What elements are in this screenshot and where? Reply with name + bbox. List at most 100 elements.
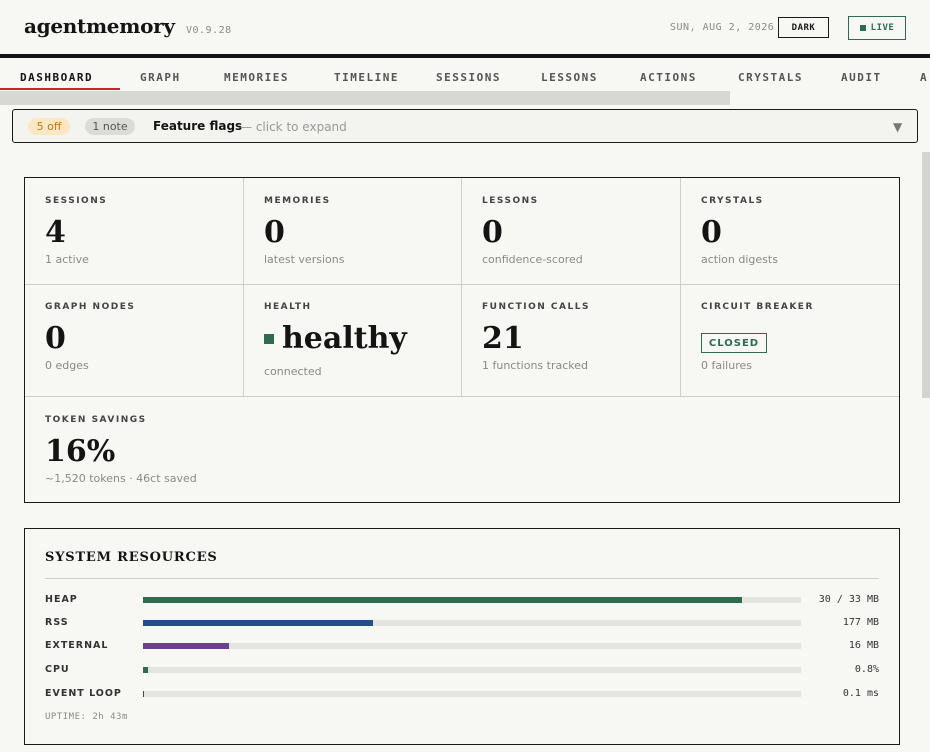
resource-row-heap: HEAP 30 / 33 MB xyxy=(45,594,879,608)
stat-label: MEMORIES xyxy=(264,196,331,206)
stat-value: 21 xyxy=(482,321,524,356)
tab-lessons[interactable]: LESSONS xyxy=(541,71,598,84)
feature-flags-hint: — click to expand xyxy=(240,120,347,134)
tab-sessions[interactable]: SESSIONS xyxy=(436,71,501,84)
circuit-breaker-badge: CLOSED xyxy=(701,333,767,353)
resource-bar-fill xyxy=(143,597,742,603)
dark-mode-button[interactable]: DARK xyxy=(778,17,829,38)
stat-function-calls: FUNCTION CALLS 21 1 functions tracked xyxy=(462,284,681,390)
tabs-scrollbar-track[interactable] xyxy=(0,91,120,105)
resource-bar-track xyxy=(143,643,801,649)
current-date: SUN, AUG 2, 2026 xyxy=(670,22,775,33)
app-version: V0.9.28 xyxy=(186,25,232,36)
stat-sub: connected xyxy=(264,365,322,378)
stat-label: SESSIONS xyxy=(45,196,108,206)
page-scrollbar[interactable] xyxy=(922,152,930,398)
tab-memories[interactable]: MEMORIES xyxy=(224,71,289,84)
resource-bar-fill xyxy=(143,667,148,673)
tab-crystals[interactable]: CRYSTALS xyxy=(738,71,803,84)
app-header: agentmemory V0.9.28 SUN, AUG 2, 2026 DAR… xyxy=(0,0,930,54)
stat-value: 0 xyxy=(701,215,722,250)
stat-value: 0 xyxy=(45,321,66,356)
flags-off-badge: 5 off xyxy=(28,118,70,135)
stat-lessons: LESSONS 0 confidence-scored xyxy=(462,178,681,284)
grid-divider xyxy=(243,178,244,396)
resource-bar-track xyxy=(143,620,801,626)
stat-label: GRAPH NODES xyxy=(45,302,136,312)
stat-value: healthy xyxy=(264,320,407,358)
resource-bar-fill xyxy=(143,620,373,626)
resource-bar-fill xyxy=(143,643,229,649)
stat-crystals: CRYSTALS 0 action digests xyxy=(681,178,900,284)
main-tabs: DASHBOARD GRAPH MEMORIES TIMELINE SESSIO… xyxy=(0,58,930,92)
active-tab-indicator xyxy=(0,88,120,90)
resource-label: HEAP xyxy=(45,594,78,605)
health-status-text: healthy xyxy=(282,321,407,356)
tab-graph[interactable]: GRAPH xyxy=(140,71,181,84)
system-resources-title: SYSTEM RESOURCES xyxy=(45,550,218,565)
resource-value: 0.8% xyxy=(854,664,879,675)
app-brand[interactable]: agentmemory xyxy=(24,14,175,38)
resource-value: 177 MB xyxy=(842,617,879,628)
stat-label: FUNCTION CALLS xyxy=(482,302,590,312)
stat-label: TOKEN SAVINGS xyxy=(45,415,147,425)
tab-actions[interactable]: ACTIONS xyxy=(640,71,697,84)
stat-label: CIRCUIT BREAKER xyxy=(701,302,814,312)
stat-sub: 1 functions tracked xyxy=(482,359,589,372)
grid-divider xyxy=(25,396,899,397)
tab-audit[interactable]: AUDIT xyxy=(841,71,882,84)
grid-divider xyxy=(461,178,462,396)
resource-label: RSS xyxy=(45,617,69,628)
resource-value: 30 / 33 MB xyxy=(818,594,879,605)
tabs-scrollbar-thumb[interactable] xyxy=(120,91,730,105)
stat-value: 0 xyxy=(482,215,503,250)
resource-row-rss: RSS 177 MB xyxy=(45,617,879,631)
grid-divider xyxy=(680,178,681,396)
stat-sessions: SESSIONS 4 1 active xyxy=(25,178,244,284)
resource-row-event-loop: EVENT LOOP 0.1 ms xyxy=(45,688,879,702)
stat-label: LESSONS xyxy=(482,196,539,206)
stat-token-savings: TOKEN SAVINGS 16% ~1,520 tokens · 46ct s… xyxy=(25,397,244,503)
stat-circuit-breaker: CIRCUIT BREAKER CLOSED 0 failures xyxy=(681,284,900,390)
resource-bar-fill xyxy=(143,691,144,697)
resource-row-cpu: CPU 0.8% xyxy=(45,664,879,678)
tab-dashboard[interactable]: DASHBOARD xyxy=(20,71,94,84)
stat-value: 4 xyxy=(45,215,66,250)
resource-row-external: EXTERNAL 16 MB xyxy=(45,640,879,654)
resource-bar-track xyxy=(143,667,801,673)
stat-label: HEALTH xyxy=(264,302,312,312)
resource-label: EXTERNAL xyxy=(45,640,109,651)
uptime-text: UPTIME: 2h 43m xyxy=(45,712,128,722)
tab-overflow[interactable]: A xyxy=(920,71,929,84)
tab-timeline[interactable]: TIMELINE xyxy=(334,71,399,84)
live-dot-icon xyxy=(859,25,866,31)
chevron-down-icon: ▼ xyxy=(893,120,903,134)
live-status-indicator: LIVE xyxy=(848,16,906,40)
live-label: LIVE xyxy=(870,23,895,33)
stat-memories: MEMORIES 0 latest versions xyxy=(244,178,463,284)
stat-value: 0 xyxy=(264,215,285,250)
stat-graph-nodes: GRAPH NODES 0 0 edges xyxy=(25,284,244,390)
resource-bar-track xyxy=(143,597,801,603)
section-divider xyxy=(45,578,879,579)
stat-sub: action digests xyxy=(701,253,778,266)
flags-note-badge: 1 note xyxy=(85,118,135,135)
resource-label: CPU xyxy=(45,664,70,675)
resource-value: 0.1 ms xyxy=(842,688,879,699)
stat-sub: confidence-scored xyxy=(482,253,583,266)
stat-sub: latest versions xyxy=(264,253,345,266)
grid-divider xyxy=(25,284,899,285)
stat-sub: 1 active xyxy=(45,253,89,266)
stat-sub: 0 edges xyxy=(45,359,89,372)
stat-label: CRYSTALS xyxy=(701,196,764,206)
resource-value: 16 MB xyxy=(848,640,879,651)
feature-flags-toggle[interactable]: 5 off 1 note Feature flags — click to ex… xyxy=(12,109,918,143)
stat-value: 16% xyxy=(45,434,116,469)
health-status-icon xyxy=(264,334,274,344)
stats-grid: SESSIONS 4 1 active MEMORIES 0 latest ve… xyxy=(24,177,900,503)
header-divider xyxy=(0,54,930,58)
resource-label: EVENT LOOP xyxy=(45,688,122,699)
system-resources-panel: SYSTEM RESOURCES HEAP 30 / 33 MB RSS 177… xyxy=(24,528,900,745)
stat-health: HEALTH healthy connected xyxy=(244,284,463,390)
stat-sub: 0 failures xyxy=(701,359,752,372)
